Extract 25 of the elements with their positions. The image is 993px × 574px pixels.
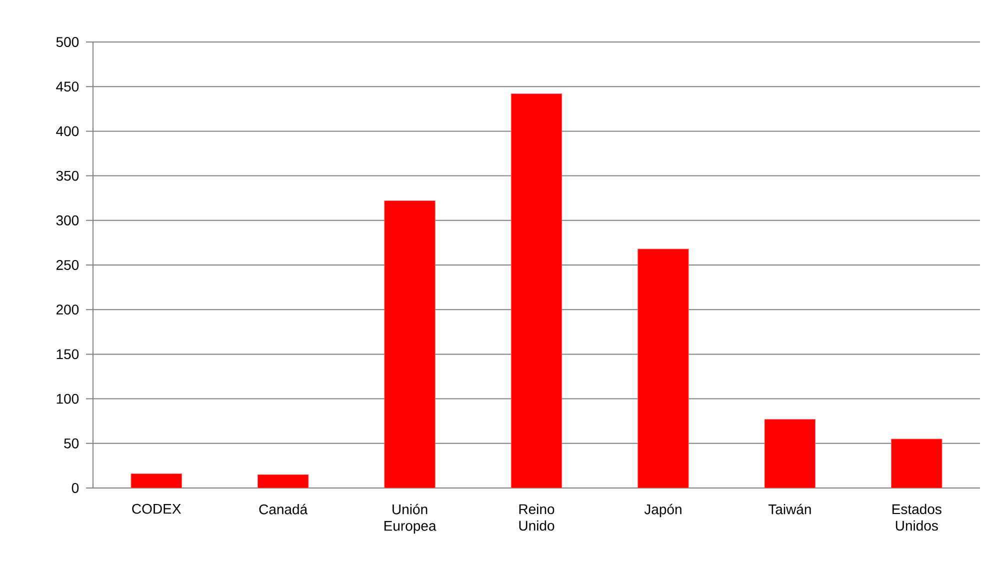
y-tick-label: 350	[56, 170, 79, 181]
bar	[257, 474, 309, 488]
bar	[384, 200, 436, 488]
y-tick-label: 100	[56, 394, 79, 404]
x-tick-label: Japón	[644, 504, 682, 518]
bar	[130, 473, 182, 488]
y-tick-label: 300	[56, 215, 79, 226]
y-tick-label: 500	[56, 37, 79, 47]
x-tick-label: Estados Unidos	[892, 504, 942, 531]
bar	[510, 93, 562, 488]
bar	[891, 438, 942, 488]
y-tick-label: 200	[56, 304, 79, 315]
x-tick-label: CODEX	[132, 504, 181, 514]
y-tick-label: 50	[64, 438, 79, 448]
bar	[638, 248, 689, 488]
x-tick-label: Canadá	[259, 504, 308, 514]
x-tick-label: Unión Europea	[384, 504, 436, 534]
y-tick-label: 450	[56, 82, 79, 92]
bar	[764, 419, 816, 488]
y-tick-label: 250	[56, 260, 79, 270]
y-tick-label: 150	[56, 349, 79, 360]
x-tick-label: Reino Unido	[519, 504, 554, 531]
x-tick-label: Taiwán	[768, 504, 811, 514]
y-tick-label: 400	[56, 126, 79, 136]
y-tick-label: 0	[72, 483, 79, 493]
